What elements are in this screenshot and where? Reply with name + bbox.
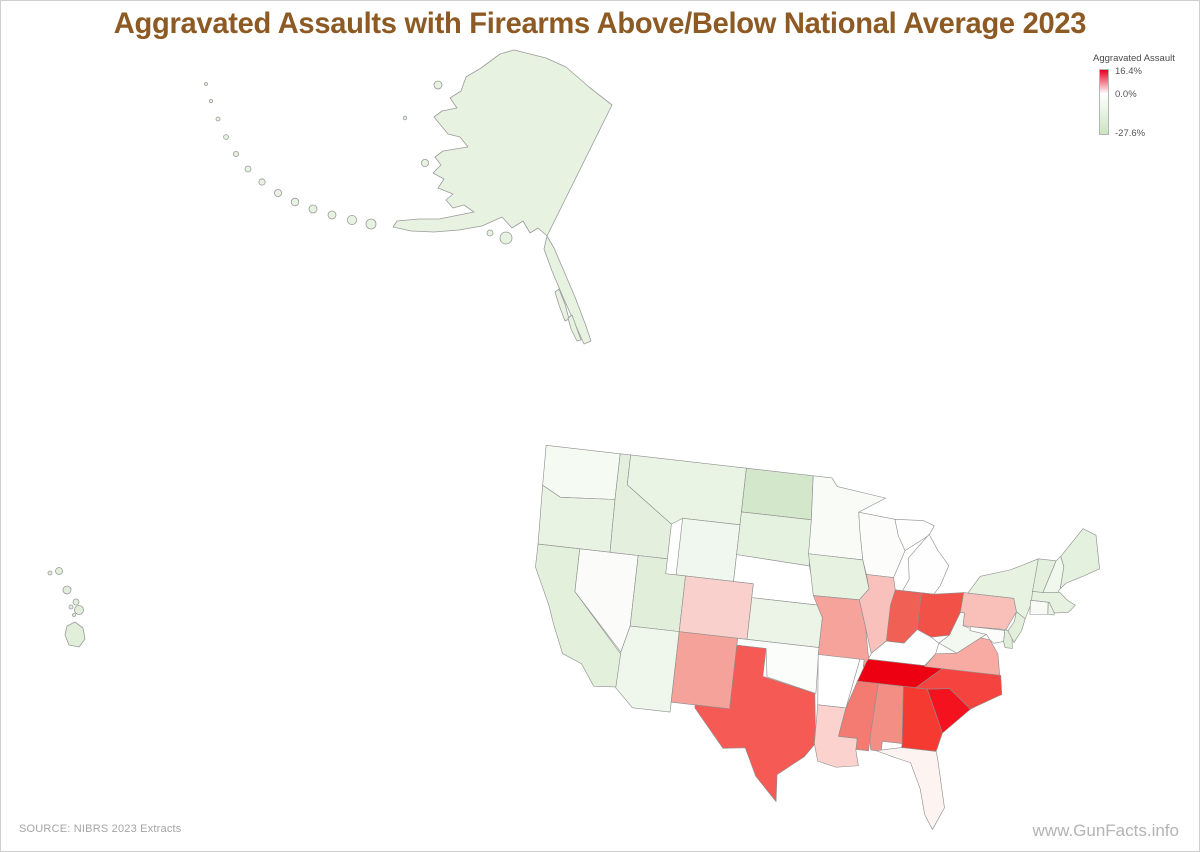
state-CO <box>678 575 754 640</box>
state-NC <box>915 667 1003 710</box>
legend-min-label: -27.6% <box>1115 128 1146 139</box>
page-title: Aggravated Assaults with Firearms Above/… <box>113 7 1087 40</box>
legend-zero-label: 0.0% <box>1115 89 1137 100</box>
source-note: SOURCE: NIBRS 2023 Extracts <box>19 823 182 835</box>
state-ND <box>741 467 814 521</box>
state-TX <box>694 644 816 802</box>
state-NM <box>670 631 738 710</box>
state-ME <box>1060 528 1100 589</box>
state-CT <box>1029 599 1049 615</box>
legend-gradient-bar <box>1099 69 1109 135</box>
state-KS <box>746 597 823 648</box>
watermark: www.GunFacts.info <box>1032 821 1179 840</box>
state-VA <box>924 637 1001 676</box>
state-IA <box>808 553 870 601</box>
state-AK <box>204 49 613 345</box>
state-MA <box>1031 591 1076 614</box>
state-WY <box>675 517 741 582</box>
legend-max-label: 16.4% <box>1115 66 1142 77</box>
legend-body: 16.4% 0.0% -27.6% <box>1093 66 1185 139</box>
state-HI <box>47 567 86 648</box>
state-PA <box>960 592 1017 630</box>
color-legend: Aggravated Assault 16.4% 0.0% -27.6% <box>1093 53 1185 139</box>
state-FL <box>875 747 945 830</box>
legend-title: Aggravated Assault <box>1093 53 1175 64</box>
